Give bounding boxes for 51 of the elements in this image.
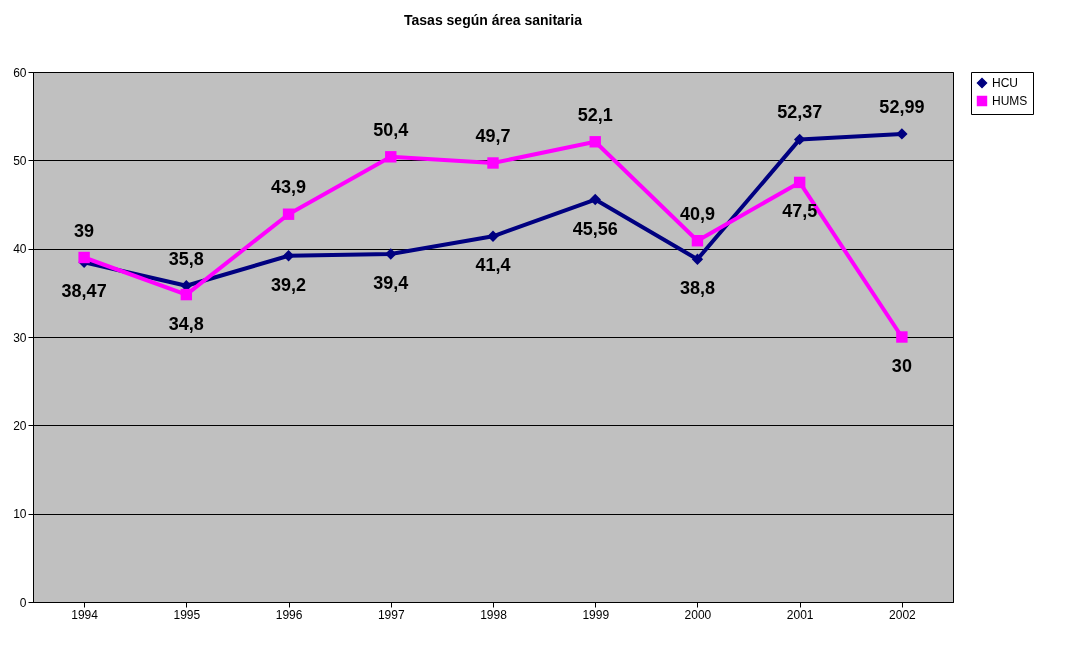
- point: [180, 288, 193, 301]
- x-tick-label: 1998: [480, 607, 508, 622]
- x-tick-label: 2000: [684, 607, 712, 622]
- y-tick-label: 20: [13, 418, 27, 433]
- point: [589, 136, 601, 148]
- y-tick-label: 0: [19, 595, 27, 610]
- data-label: 52,1: [577, 104, 613, 125]
- data-label: 38,47: [61, 281, 107, 302]
- x-tick-label: 1996: [275, 607, 303, 622]
- point: [385, 151, 397, 163]
- data-label: 43,9: [271, 177, 307, 198]
- x-tick-label: 1997: [377, 607, 405, 622]
- data-label: 30: [891, 356, 912, 376]
- data-label: 34,8: [168, 313, 204, 334]
- data-label: 39,2: [271, 274, 307, 295]
- data-label: 39,4: [373, 272, 409, 293]
- data-label: 50,4: [373, 119, 409, 140]
- data-label: 35,8: [168, 248, 204, 269]
- y-tick-label: 50: [13, 153, 27, 168]
- data-label: 39: [74, 220, 95, 241]
- x-tick-label: 2002: [889, 607, 917, 622]
- y-tick-label: 60: [13, 65, 27, 80]
- x-tick-label: 1994: [71, 607, 99, 622]
- data-label: 41,4: [475, 255, 511, 276]
- point: [691, 253, 704, 265]
- point: [793, 176, 806, 189]
- x-tick-label: 1999: [582, 607, 610, 622]
- y-tick-label: 10: [13, 507, 27, 522]
- point: [282, 208, 295, 220]
- x-tick-label: 2001: [786, 607, 814, 622]
- legend-label: HCU: [992, 76, 1018, 90]
- point: [589, 193, 601, 206]
- chart-title: Tasas según área sanitaria: [404, 12, 583, 28]
- x-tick-label: 1995: [173, 607, 201, 622]
- y-tick-label: 30: [13, 330, 27, 345]
- data-label: 52,99: [879, 96, 925, 117]
- data-label: 45,56: [572, 218, 618, 239]
- point: [691, 235, 704, 247]
- point: [487, 157, 499, 169]
- data-label: 49,7: [475, 125, 511, 146]
- data-label: 38,8: [679, 278, 715, 299]
- point: [487, 230, 499, 242]
- data-label: 47,5: [782, 201, 818, 222]
- y-tick-label: 40: [13, 242, 27, 257]
- legend-label: HUMS: [992, 94, 1028, 108]
- point: [896, 331, 908, 343]
- point: [896, 128, 908, 140]
- point: [78, 251, 90, 264]
- point: [385, 248, 397, 260]
- data-label: 52,37: [777, 102, 823, 123]
- data-label: 40,9: [679, 203, 715, 224]
